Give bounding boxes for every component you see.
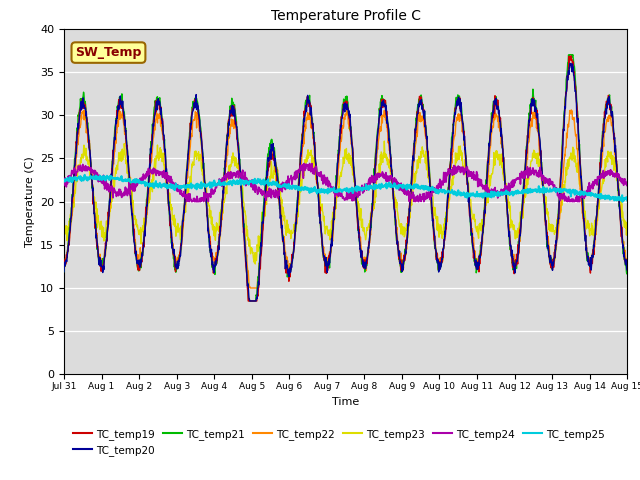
TC_temp21 [433, 252, 440, 258]
TC_temp23 [380, 138, 388, 144]
TC_temp19 [525, 123, 533, 129]
TC_temp22 [282, 248, 289, 254]
TC_temp19 [282, 266, 289, 272]
TC_temp22 [531, 107, 539, 112]
Line: TC_temp21: TC_temp21 [64, 55, 627, 301]
TC_temp24 [60, 182, 68, 188]
TC_temp21 [246, 298, 253, 304]
TC_temp24 [433, 183, 440, 189]
TC_temp21 [574, 118, 582, 123]
TC_temp20 [433, 250, 440, 256]
TC_temp19 [574, 122, 582, 128]
TC_temp25 [282, 184, 289, 190]
TC_temp20 [246, 298, 253, 304]
TC_temp24 [184, 191, 192, 197]
TC_temp22 [623, 261, 631, 267]
TC_temp21 [295, 179, 303, 184]
TC_temp20 [574, 116, 582, 121]
TC_temp25 [60, 177, 68, 183]
TC_temp19 [184, 149, 192, 155]
TC_temp21 [282, 254, 289, 260]
TC_temp25 [623, 197, 631, 203]
Legend: TC_temp19, TC_temp20, TC_temp21, TC_temp22, TC_temp23, TC_temp24, TC_temp25: TC_temp19, TC_temp20, TC_temp21, TC_temp… [69, 424, 609, 460]
Line: TC_temp20: TC_temp20 [64, 63, 627, 301]
TC_temp21 [623, 263, 631, 269]
TC_temp23 [252, 261, 259, 267]
TC_temp25 [525, 190, 533, 195]
TC_temp24 [623, 179, 631, 184]
TC_temp25 [185, 184, 193, 190]
TC_temp20 [525, 117, 533, 123]
TC_temp19 [244, 298, 252, 304]
TC_temp23 [60, 232, 68, 238]
TC_temp22 [60, 264, 68, 270]
TC_temp24 [282, 187, 289, 192]
TC_temp20 [623, 267, 631, 273]
Line: TC_temp24: TC_temp24 [64, 164, 627, 202]
TC_temp19 [623, 261, 631, 267]
TC_temp19 [567, 53, 575, 59]
TC_temp23 [574, 169, 582, 175]
TC_temp24 [525, 173, 533, 179]
TC_temp22 [433, 250, 440, 255]
TC_temp21 [525, 110, 533, 116]
TC_temp19 [60, 262, 68, 267]
TC_temp22 [574, 156, 582, 162]
TC_temp22 [246, 285, 254, 291]
Line: TC_temp19: TC_temp19 [64, 56, 627, 301]
TC_temp19 [295, 180, 303, 186]
TC_temp23 [525, 165, 533, 170]
X-axis label: Time: Time [332, 396, 359, 407]
TC_temp20 [184, 151, 192, 157]
TC_temp24 [300, 161, 308, 167]
TC_temp23 [282, 226, 289, 231]
Y-axis label: Temperature (C): Temperature (C) [24, 156, 35, 247]
Title: Temperature Profile C: Temperature Profile C [271, 10, 420, 24]
TC_temp23 [433, 221, 440, 227]
TC_temp21 [60, 269, 68, 275]
TC_temp21 [566, 52, 573, 58]
Line: TC_temp25: TC_temp25 [64, 175, 627, 202]
TC_temp24 [186, 199, 193, 204]
Text: SW_Temp: SW_Temp [76, 46, 141, 59]
TC_temp25 [81, 172, 88, 178]
TC_temp20 [295, 181, 303, 187]
TC_temp20 [282, 266, 289, 272]
TC_temp21 [184, 146, 192, 152]
TC_temp23 [184, 192, 192, 197]
TC_temp22 [184, 165, 192, 171]
TC_temp22 [295, 181, 303, 187]
TC_temp24 [295, 169, 303, 175]
TC_temp25 [433, 190, 440, 196]
TC_temp23 [623, 228, 631, 234]
Line: TC_temp23: TC_temp23 [64, 141, 627, 264]
TC_temp24 [574, 195, 582, 201]
TC_temp23 [295, 194, 303, 200]
Line: TC_temp22: TC_temp22 [64, 109, 627, 288]
TC_temp25 [295, 184, 303, 190]
TC_temp19 [433, 257, 440, 263]
TC_temp20 [566, 60, 574, 66]
TC_temp20 [60, 269, 68, 275]
TC_temp25 [573, 192, 581, 197]
TC_temp25 [619, 199, 627, 204]
TC_temp22 [525, 139, 533, 144]
